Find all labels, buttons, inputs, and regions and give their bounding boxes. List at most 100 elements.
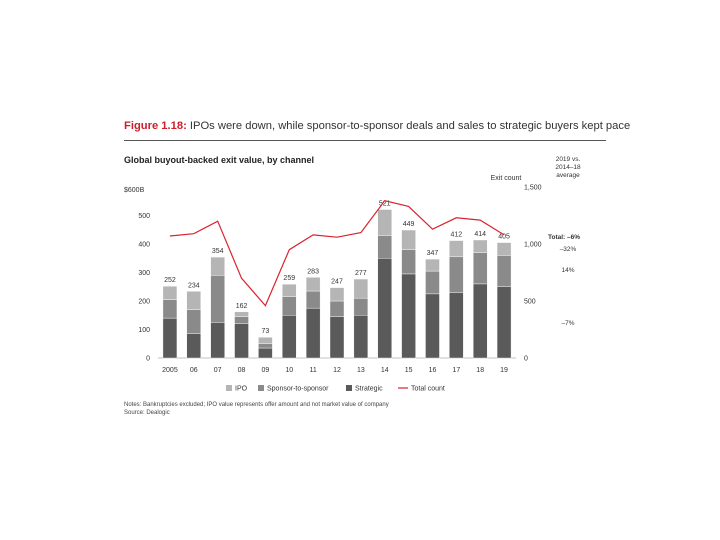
x-tick-label: 13 — [357, 367, 365, 374]
x-tick-label: 11 — [309, 367, 316, 374]
side-change-value: –32% — [560, 246, 577, 253]
side-change-value: 14% — [561, 267, 574, 274]
bar-total-label: 405 — [498, 234, 510, 241]
x-tick-label: 07 — [214, 367, 222, 374]
bar-total-label: 247 — [331, 279, 343, 286]
bar-total-label: 162 — [236, 303, 248, 310]
bar-sponsor-to-sponsor — [377, 235, 392, 259]
x-tick-label: 2005 — [162, 367, 178, 374]
y2-tick-label: 1,500 — [524, 185, 542, 192]
bar-ipo — [258, 336, 273, 344]
side-header-line: 2019 vs. — [556, 156, 581, 163]
bar-strategic — [353, 315, 369, 359]
x-tick-label: 10 — [285, 367, 293, 374]
bar-ipo — [186, 291, 202, 310]
x-tick-label: 17 — [452, 367, 460, 374]
bar-sponsor-to-sponsor — [210, 275, 225, 323]
bar-strategic — [329, 316, 345, 359]
y-tick-label: 400 — [138, 242, 150, 249]
bar-strategic — [282, 315, 297, 359]
source-text: Source: Dealogic — [124, 409, 170, 416]
bar-ipo — [329, 287, 345, 302]
chart-notes: Notes: Bankruptcies excluded; IPO value … — [124, 402, 389, 417]
bar-strategic — [234, 323, 249, 359]
bar-total-label: 347 — [427, 250, 439, 257]
bar-ipo — [353, 278, 369, 299]
bar-ipo — [377, 209, 392, 236]
bar-sponsor-to-sponsor — [186, 309, 202, 334]
x-tick-label: 18 — [476, 367, 484, 374]
y-axis-unit-label: $600B — [124, 187, 145, 194]
bar-strategic — [258, 347, 273, 359]
bar-sponsor-to-sponsor — [473, 252, 488, 285]
y-tick-label: 200 — [138, 299, 150, 306]
x-tick-label: 15 — [405, 367, 413, 374]
side-change-value: –7% — [561, 320, 574, 327]
bar-sponsor-to-sponsor — [496, 255, 512, 287]
figure-headline: IPOs were down, while sponsor-to-sponsor… — [189, 120, 631, 132]
x-tick-label: 08 — [238, 367, 246, 374]
bar-total-label: 412 — [450, 232, 462, 239]
bar-strategic — [449, 292, 464, 359]
y2-axis-label: Exit count — [491, 175, 522, 182]
bar-strategic — [162, 317, 178, 359]
bar-ipo — [496, 242, 512, 256]
bar-total-label: 521 — [379, 201, 391, 208]
bar-strategic — [401, 273, 416, 359]
bar-ipo — [234, 311, 249, 317]
y2-tick-label: 1,000 — [524, 242, 542, 249]
bar-ipo — [282, 283, 297, 297]
legend-label: IPO — [235, 386, 248, 393]
title-rule — [124, 140, 606, 141]
y-tick-label: 100 — [138, 327, 150, 334]
bar-sponsor-to-sponsor — [329, 300, 345, 317]
bar-total-label: 354 — [212, 248, 224, 255]
x-tick-label: 14 — [381, 367, 389, 374]
x-tick-label: 19 — [500, 367, 508, 374]
bar-sponsor-to-sponsor — [353, 297, 369, 316]
bar-total-label: 234 — [188, 282, 200, 289]
legend-label: Sponsor-to-sponsor — [267, 386, 329, 393]
bar-sponsor-to-sponsor — [258, 343, 273, 349]
chart-title: Global buyout-backed exit value, by chan… — [124, 155, 314, 165]
y2-tick-label: 500 — [524, 299, 536, 306]
bar-strategic — [210, 322, 225, 359]
side-total-change: Total: –6% — [548, 234, 580, 241]
bar-total-label: 277 — [355, 270, 367, 277]
bar-sponsor-to-sponsor — [401, 249, 416, 275]
bar-strategic — [425, 293, 440, 359]
bar-strategic — [305, 307, 321, 359]
legend-label: Strategic — [355, 386, 383, 393]
bar-ipo — [305, 277, 321, 292]
bar-total-label: 73 — [262, 328, 270, 335]
bar-ipo — [425, 258, 440, 272]
bar-ipo — [162, 285, 178, 300]
bar-ipo — [210, 256, 225, 276]
bar-strategic — [496, 286, 512, 359]
legend-swatch — [346, 385, 352, 391]
y-tick-label: 300 — [138, 270, 150, 277]
bar-total-label: 414 — [474, 231, 486, 238]
bar-sponsor-to-sponsor — [234, 316, 249, 324]
figure-title: Figure 1.18: IPOs were down, while spons… — [124, 120, 630, 132]
x-tick-label: 06 — [190, 367, 198, 374]
figure-label: Figure 1.18: — [124, 120, 187, 132]
y-tick-label: 0 — [146, 356, 150, 363]
bar-sponsor-to-sponsor — [282, 296, 297, 316]
y-tick-label: 500 — [138, 213, 150, 220]
legend-label: Total count — [411, 386, 445, 393]
bar-ipo — [401, 229, 416, 250]
x-tick-label: 12 — [333, 367, 341, 374]
bar-sponsor-to-sponsor — [162, 299, 178, 319]
bar-total-label: 259 — [283, 275, 295, 282]
notes-text: Notes: Bankruptcies excluded; IPO value … — [124, 402, 389, 408]
bar-sponsor-to-sponsor — [449, 256, 464, 293]
bar-ipo — [449, 240, 464, 258]
side-header-line: average — [556, 172, 580, 179]
x-tick-label: 09 — [262, 367, 270, 374]
x-tick-label: 16 — [429, 367, 437, 374]
y2-tick-label: 0 — [524, 356, 528, 363]
side-header-line: 2014–18 — [555, 164, 581, 171]
bar-strategic — [186, 333, 202, 359]
